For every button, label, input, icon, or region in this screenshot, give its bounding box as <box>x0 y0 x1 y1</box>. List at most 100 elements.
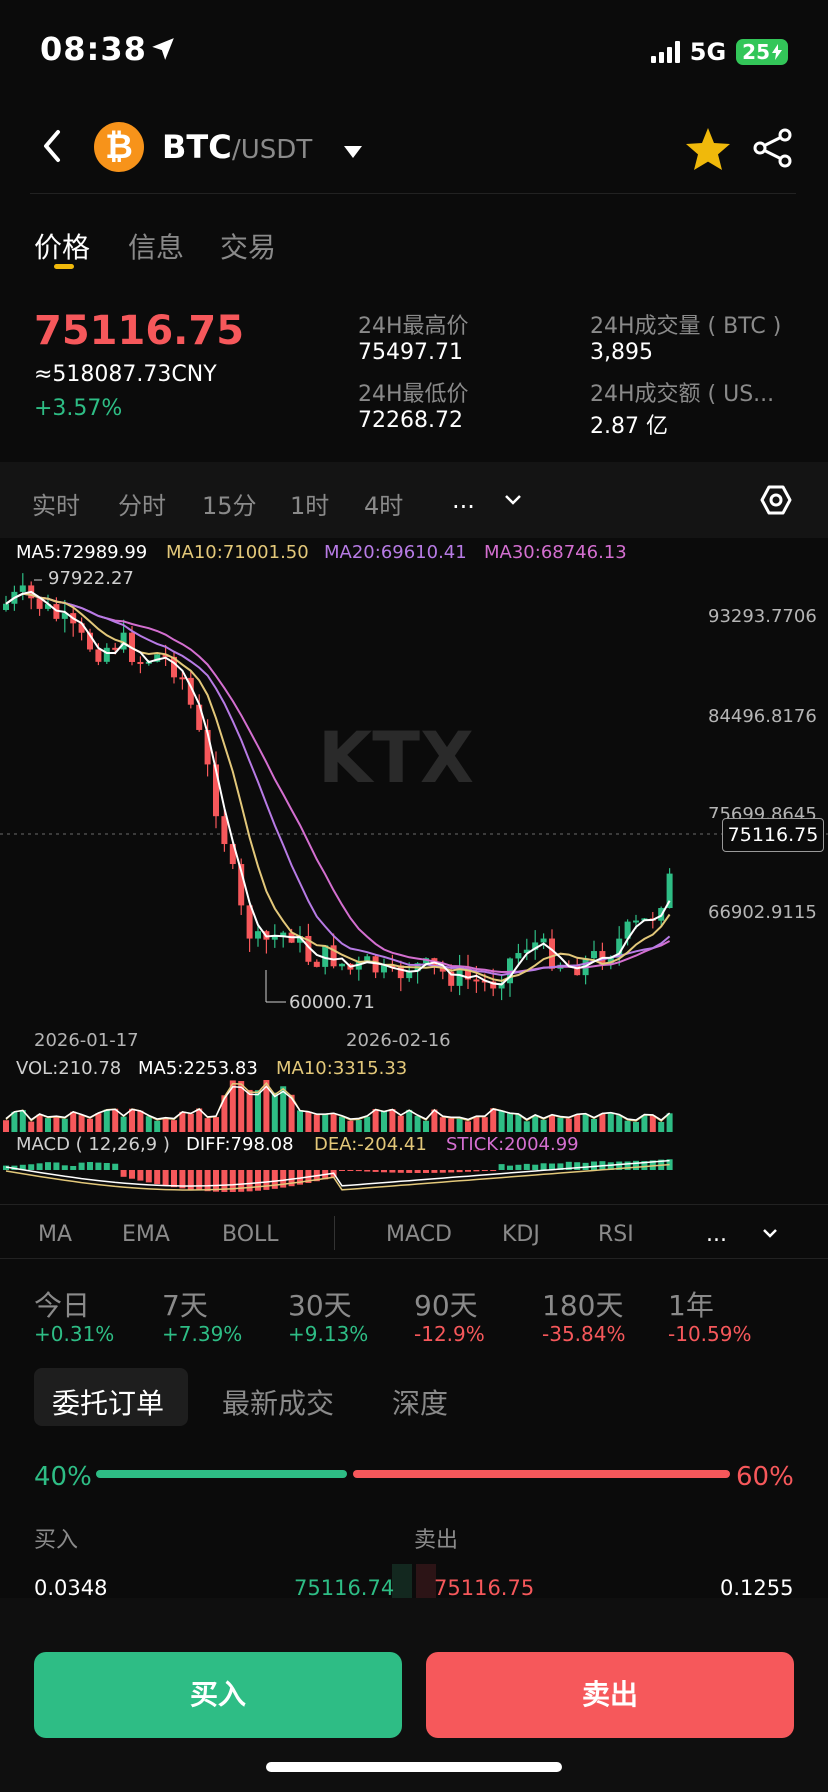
candle-body <box>78 623 85 633</box>
perf-7d-value: +7.39% <box>162 1322 243 1346</box>
sell-ratio: 60% <box>736 1462 794 1492</box>
interval-15m[interactable]: 15分 <box>202 492 257 520</box>
macd-bar <box>213 1170 219 1192</box>
candle-body <box>607 957 614 965</box>
x-axis-label-1: 2026-01-17 <box>34 1030 139 1051</box>
chevron-down-icon[interactable] <box>762 1228 778 1238</box>
macd-chart <box>3 1159 673 1192</box>
candlestick-chart[interactable]: KTX <box>0 560 828 1020</box>
pair-quote[interactable]: /USDT <box>232 135 313 165</box>
sell-button[interactable]: 卖出 <box>426 1652 794 1738</box>
volume-bar <box>221 1095 228 1132</box>
candle-body <box>465 967 471 980</box>
indicator-more[interactable]: ... <box>706 1222 727 1247</box>
volume-bar <box>574 1114 581 1132</box>
tab-trade[interactable]: 交易 <box>220 231 277 264</box>
favorite-star-icon[interactable] <box>684 126 732 172</box>
macd-bar <box>515 1164 522 1170</box>
macd-diff-legend: DIFF:798.08 <box>186 1134 294 1155</box>
indicator-ema[interactable]: EMA <box>122 1222 170 1247</box>
macd-bar <box>238 1170 245 1192</box>
candle-body <box>137 661 144 664</box>
volume-bar <box>330 1113 337 1132</box>
candle-body <box>389 965 396 968</box>
candle-body <box>591 951 597 959</box>
indicator-boll[interactable]: BOLL <box>222 1222 279 1247</box>
volume-bar <box>288 1094 295 1132</box>
back-icon[interactable] <box>38 128 66 164</box>
interval-realtime[interactable]: 实时 <box>32 492 80 520</box>
high-label: 24H最高价 <box>358 314 469 339</box>
macd-bar <box>129 1170 135 1179</box>
chevron-down-icon[interactable] <box>344 146 362 158</box>
volume-bar <box>28 1121 35 1132</box>
indicator-macd[interactable]: MACD <box>386 1222 452 1247</box>
volume-ma10-legend: MA10:3315.33 <box>276 1058 408 1079</box>
book-sell-qty: 0.1255 <box>720 1576 794 1600</box>
macd-bar <box>523 1163 530 1170</box>
volume-bar <box>423 1120 429 1132</box>
volume-label: 24H成交量 ( BTC ) <box>590 314 782 339</box>
book-sell-price[interactable]: 75116.75 <box>434 1576 535 1600</box>
chart-settings-icon[interactable] <box>760 484 792 516</box>
macd-bar <box>456 1170 463 1173</box>
min-price-label: 60000.71 <box>289 992 375 1013</box>
tab-orders[interactable]: 委托订单 <box>52 1387 165 1420</box>
tab-info[interactable]: 信息 <box>128 231 185 264</box>
candle-body <box>171 656 177 678</box>
chevron-down-icon[interactable] <box>504 494 522 506</box>
volume-bar <box>591 1118 597 1132</box>
interval-1h[interactable]: 1时 <box>290 492 330 520</box>
volume-bar <box>641 1115 648 1132</box>
diff-line <box>5 1159 670 1187</box>
y-axis-label-3: 75699.8645 <box>708 804 817 818</box>
candle-body <box>95 649 102 662</box>
tab-latest-trades[interactable]: 最新成交 <box>222 1387 335 1420</box>
volume-bar <box>70 1111 77 1132</box>
volume-bar <box>129 1108 135 1132</box>
price-cny: ≈518087.73CNY <box>34 362 217 387</box>
buy-depth-bg <box>392 1564 412 1598</box>
candle-body <box>162 654 169 657</box>
macd-bar <box>204 1170 211 1192</box>
candle-body <box>322 945 329 967</box>
candle-body <box>339 963 345 967</box>
indicator-kdj[interactable]: KDJ <box>502 1222 540 1247</box>
candle-body <box>473 979 480 982</box>
interval-timeshare[interactable]: 分时 <box>118 492 166 520</box>
volume-bar <box>19 1110 26 1132</box>
interval-4h[interactable]: 4时 <box>364 492 404 520</box>
candle-body <box>364 956 371 961</box>
indicator-separator <box>334 1216 335 1250</box>
volume-bar <box>162 1119 169 1132</box>
tab-price[interactable]: 价格 <box>34 231 91 264</box>
buy-button[interactable]: 买入 <box>34 1652 402 1738</box>
macd-bar <box>280 1170 287 1188</box>
macd-bar <box>271 1170 278 1189</box>
volume-bar <box>95 1113 102 1132</box>
pair-base[interactable]: BTC <box>162 128 232 166</box>
indicator-ma[interactable]: MA <box>38 1222 73 1247</box>
macd-bar <box>112 1163 119 1170</box>
volume-bar <box>171 1120 177 1132</box>
candle-body <box>515 953 522 959</box>
macd-bar <box>481 1170 488 1171</box>
book-buy-qty: 0.0348 <box>34 1576 108 1600</box>
candle-body <box>540 938 547 943</box>
amount-label: 24H成交额 ( US... <box>590 382 775 407</box>
book-buy-price[interactable]: 75116.74 <box>294 1576 395 1600</box>
macd-bar <box>53 1162 60 1170</box>
volume-bar <box>465 1121 471 1132</box>
volume-bar <box>313 1114 320 1132</box>
candle-body <box>381 965 387 973</box>
macd-bar <box>498 1164 505 1170</box>
interval-more[interactable]: ... <box>452 486 475 514</box>
share-icon[interactable] <box>752 128 794 168</box>
macd-bar <box>145 1170 152 1183</box>
volume-bar <box>103 1109 110 1132</box>
book-buy-header: 买入 <box>34 1528 79 1553</box>
indicator-rsi[interactable]: RSI <box>598 1222 634 1247</box>
volume-bar <box>565 1118 572 1132</box>
signal-icon <box>650 41 680 63</box>
tab-depth[interactable]: 深度 <box>392 1387 449 1420</box>
